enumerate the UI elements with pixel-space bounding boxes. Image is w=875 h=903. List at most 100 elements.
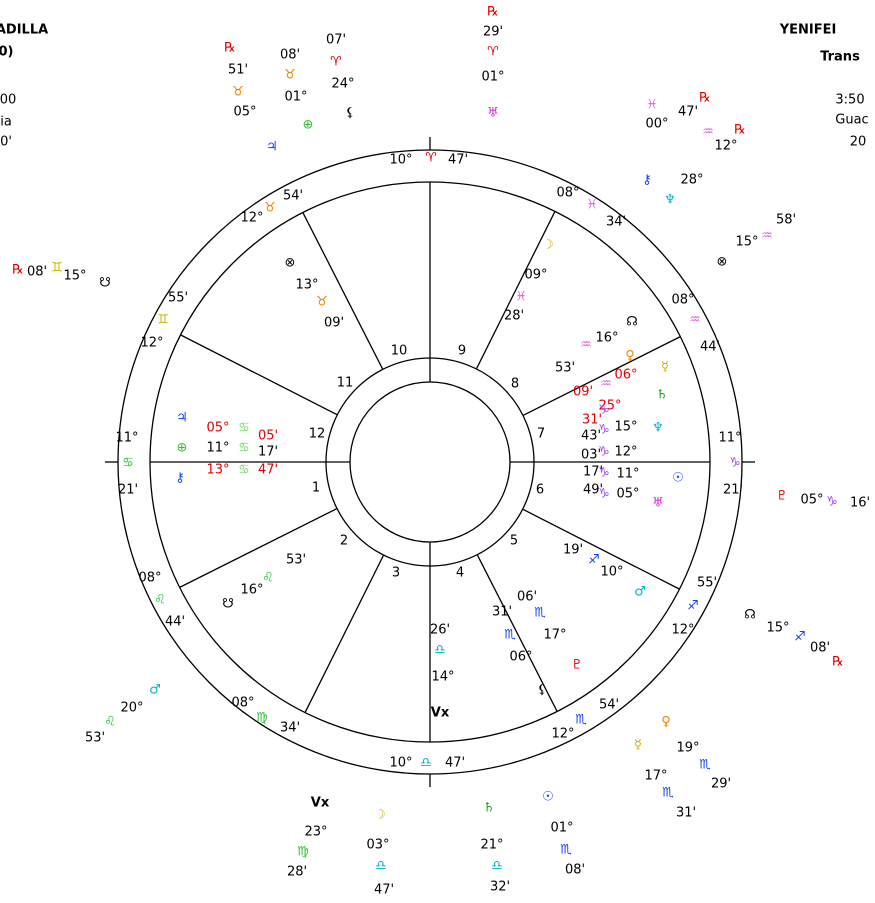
planet-label: ♑ bbox=[598, 466, 610, 481]
planet-label: ♍ bbox=[297, 845, 309, 860]
planet-label: 16° bbox=[595, 331, 618, 346]
planet-label: 08' bbox=[27, 265, 47, 280]
planet-label: ♐ bbox=[794, 630, 806, 645]
planet-label: ☉ bbox=[542, 790, 554, 805]
planet-label: ☿ bbox=[634, 738, 642, 753]
cusp-label: 55' bbox=[168, 291, 188, 306]
planet-label: ♎ bbox=[375, 859, 387, 874]
header-text: 3:50 bbox=[835, 93, 864, 108]
house-ring bbox=[325, 357, 535, 567]
header-text: ia bbox=[0, 115, 12, 130]
planet-label: ♏ bbox=[699, 758, 711, 773]
cusp-label: 34' bbox=[606, 215, 626, 230]
planet-label: ⚸ bbox=[537, 683, 547, 698]
planet-label: ♏ bbox=[662, 786, 674, 801]
house-number: 3 bbox=[392, 566, 400, 581]
header-text: Trans bbox=[820, 50, 860, 65]
planet-label: ♒ bbox=[761, 229, 773, 244]
planet-label: ♎ bbox=[491, 859, 503, 874]
planet-label: 05° bbox=[233, 105, 256, 120]
planet-label: 53' bbox=[286, 553, 306, 568]
planet-label: ♂ bbox=[149, 683, 161, 698]
planet-label: ♀ bbox=[661, 715, 671, 730]
planet-label: ♒ bbox=[580, 338, 592, 353]
planet-label: 20° bbox=[120, 701, 143, 716]
cusp-label: 21' bbox=[723, 483, 743, 498]
planet-label: 14° bbox=[431, 670, 454, 685]
header-text: 00 bbox=[0, 93, 16, 108]
house-cusp bbox=[476, 554, 558, 712]
planet-label: ℞ bbox=[734, 123, 746, 138]
planet-label: 26' bbox=[430, 623, 450, 638]
planet-label: ♇ bbox=[571, 658, 583, 673]
planet-label: ☊ bbox=[744, 608, 756, 623]
cusp-label: ♋ bbox=[122, 456, 134, 471]
house-number: 9 bbox=[458, 344, 466, 359]
planet-label: 01° bbox=[481, 70, 504, 85]
house-number: 12 bbox=[309, 427, 326, 442]
cusp-label: 08° bbox=[138, 571, 161, 586]
planet-label: 25° bbox=[598, 399, 621, 414]
house-number: 2 bbox=[340, 534, 348, 549]
planet-label: 08' bbox=[810, 641, 830, 656]
cusp-label: ♓ bbox=[586, 198, 598, 213]
cusp-label: ♍ bbox=[256, 711, 268, 726]
house-cusp bbox=[179, 507, 338, 588]
house-number: 8 bbox=[511, 377, 519, 392]
planet-label: ♉ bbox=[232, 85, 244, 100]
cusp-label: 47' bbox=[448, 153, 468, 168]
house-number: 6 bbox=[536, 483, 544, 498]
planet-label: 19° bbox=[676, 741, 699, 756]
cusp-label: ♉ bbox=[264, 201, 276, 216]
planet-label: 12° bbox=[714, 139, 737, 154]
planet-label: 15° bbox=[735, 235, 758, 250]
planet-label: ♈ bbox=[487, 45, 499, 60]
house-number: 4 bbox=[456, 566, 464, 581]
planet-label: 13° bbox=[295, 278, 318, 293]
planet-label: ♄ bbox=[656, 388, 668, 403]
planet-label: ♌ bbox=[104, 715, 116, 730]
planet-label: 31' bbox=[676, 806, 696, 821]
planet-label: ♐ bbox=[588, 553, 600, 568]
planet-label: ⊕ bbox=[177, 441, 188, 456]
header-text: 0' bbox=[0, 135, 12, 150]
cusp-label: ♏ bbox=[575, 713, 587, 728]
planet-label: 06° bbox=[614, 368, 637, 383]
planet-label: 12° bbox=[614, 445, 637, 460]
cusp-label: ♊ bbox=[157, 313, 169, 328]
planet-label: 16° bbox=[240, 583, 263, 598]
planet-label: 15° bbox=[614, 420, 637, 435]
planet-label: 43' bbox=[581, 429, 601, 444]
planet-label: 03' bbox=[581, 448, 601, 463]
planet-label: ℞ bbox=[487, 5, 499, 20]
house-cusp bbox=[304, 554, 385, 713]
planet-label: 08' bbox=[280, 48, 300, 63]
planet-label: 01° bbox=[284, 90, 307, 105]
planet-label: 05' bbox=[258, 429, 278, 444]
planet-label: 09° bbox=[524, 268, 547, 283]
house-cusp bbox=[522, 508, 680, 590]
planet-label: 11° bbox=[206, 441, 229, 456]
planet-label: 17° bbox=[644, 769, 667, 784]
header-text: ADILLA bbox=[0, 23, 48, 38]
cusp-label: 54' bbox=[599, 698, 619, 713]
planet-label: ♅ bbox=[652, 496, 664, 511]
house-cusp bbox=[522, 336, 681, 417]
house-number: 7 bbox=[537, 427, 545, 442]
planet-label: 06° bbox=[509, 650, 532, 665]
planet-label: ☿ bbox=[661, 360, 669, 375]
planet-label: 28' bbox=[504, 309, 524, 324]
planet-label: ⚸ bbox=[345, 106, 355, 121]
planet-label: 28° bbox=[680, 173, 703, 188]
planet-label: ☽ bbox=[374, 808, 386, 823]
planet-label: 32' bbox=[490, 880, 510, 895]
planet-label: ℞ bbox=[12, 263, 24, 278]
planet-label: 07' bbox=[326, 33, 346, 48]
planet-label: ☽ bbox=[542, 238, 554, 253]
cusp-label: 12° bbox=[551, 727, 574, 742]
planet-label: ⊕ bbox=[303, 118, 314, 133]
planet-label: 19' bbox=[563, 543, 583, 558]
planet-label: 49' bbox=[583, 483, 603, 498]
cusp-label: 11° bbox=[115, 431, 138, 446]
